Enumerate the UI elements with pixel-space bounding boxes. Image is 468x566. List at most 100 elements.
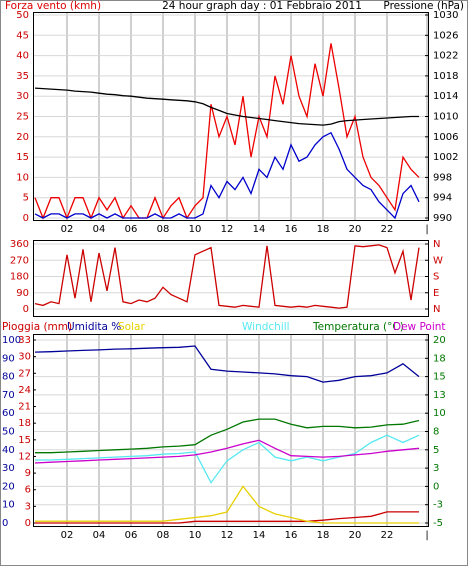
- x-tick-label: 20: [349, 530, 362, 541]
- y2-tick-label: 13: [433, 390, 446, 401]
- y2-tick-label: N: [433, 304, 440, 315]
- x-tick-label: 16: [285, 224, 298, 235]
- y2-tick-label: 998: [433, 172, 452, 183]
- y2-tick-label: 1006: [433, 132, 458, 143]
- y2-tick-label: 1030: [433, 10, 458, 21]
- x-tick-label: 22: [381, 530, 394, 541]
- legend-dewpoint: Dew Point: [393, 321, 446, 333]
- y3-tick-label: 24: [18, 385, 31, 396]
- series-line: [35, 434, 420, 484]
- y2-tick-label: 10: [433, 408, 446, 419]
- y2-tick-label: 1014: [433, 91, 458, 102]
- y3-tick-label: 15: [18, 435, 31, 446]
- y-tick-label: 30: [2, 463, 15, 474]
- series-line: [34, 345, 420, 383]
- y-tick-label: 40: [2, 445, 15, 456]
- y-tick-label: 70: [2, 390, 15, 401]
- y3-tick-label: 0: [25, 518, 31, 529]
- legend-humidity: Umidita %: [67, 321, 121, 333]
- x-tick-label: 10: [189, 224, 202, 235]
- plot-frame: [33, 334, 429, 527]
- y-tick-label: 90: [2, 353, 15, 364]
- y-tick-label: 5: [23, 193, 29, 204]
- y2-tick-label: 0: [433, 481, 439, 492]
- y2-tick-label: 1022: [433, 51, 458, 62]
- x-tick-label: 12: [221, 530, 234, 541]
- y-tick-label: 100: [2, 335, 21, 346]
- y2-tick-label: -3: [433, 500, 443, 511]
- y-tick-label: 10: [16, 172, 29, 183]
- x-tick-label: 14: [253, 224, 266, 235]
- y-tick-label: 80: [2, 372, 15, 383]
- x-tick-label: 14: [253, 530, 266, 541]
- legend-solar: Solar: [118, 321, 145, 333]
- pressure-axis-label: Pressione (hPa): [383, 0, 464, 12]
- series-line: [35, 485, 419, 524]
- y-tick-label: 50: [2, 427, 15, 438]
- y-tick-label: 20: [16, 132, 29, 143]
- plot-frame: [33, 240, 429, 317]
- y2-tick-label: W: [433, 255, 443, 266]
- y2-tick-label: 1002: [433, 152, 458, 163]
- y3-tick-label: 6: [25, 485, 31, 496]
- y-tick-label: 20: [2, 481, 15, 492]
- y-tick-label: 180: [10, 272, 29, 283]
- x-tick-label: 12: [221, 224, 234, 235]
- y2-tick-label: 3: [433, 463, 439, 474]
- y-tick-label: 0: [23, 304, 29, 315]
- y2-tick-label: 1018: [433, 71, 458, 82]
- y2-tick-label: N: [433, 239, 440, 250]
- series-line: [34, 244, 420, 309]
- y2-tick-label: -5: [433, 518, 443, 529]
- y2-tick-label: 994: [433, 193, 452, 204]
- y-tick-label: 30: [16, 91, 29, 102]
- y3-tick-label: 12: [18, 451, 31, 462]
- y2-tick-label: 8: [433, 427, 439, 438]
- x-tick-label: 04: [93, 530, 106, 541]
- x-tick-label: 22: [381, 224, 394, 235]
- y3-tick-label: 18: [18, 418, 31, 429]
- chart-title: 24 hour graph day : 01 Febbraio 2011: [162, 0, 362, 12]
- y-tick-label: 50: [16, 10, 29, 21]
- wind-axis-label: Forza vento (kmh): [5, 0, 101, 12]
- y-tick-label: 10: [2, 500, 15, 511]
- y-tick-label: 0: [23, 213, 29, 224]
- x-tick-label: 06: [125, 530, 138, 541]
- x-tick-label: 08: [157, 530, 170, 541]
- y3-tick-label: 30: [18, 352, 31, 363]
- y-tick-label: 35: [16, 71, 29, 82]
- series-line: [35, 511, 419, 524]
- y-tick-label: 25: [16, 112, 29, 123]
- y3-tick-label: 3: [25, 501, 31, 512]
- y2-tick-label: 18: [433, 353, 446, 364]
- y-tick-label: 360: [10, 239, 29, 250]
- y-tick-label: 45: [16, 30, 29, 41]
- x-tick-label: 08: [157, 224, 170, 235]
- x-tick-label: |: [425, 224, 428, 235]
- y-tick-label: 40: [16, 51, 29, 62]
- x-tick-label: 10: [189, 530, 202, 541]
- x-tick-label: |: [425, 530, 428, 541]
- y2-tick-label: 1026: [433, 30, 458, 41]
- x-tick-label: 18: [317, 224, 330, 235]
- series-line: [34, 43, 420, 220]
- y2-tick-label: 20: [433, 335, 446, 346]
- x-tick-label: 16: [285, 530, 298, 541]
- legend-temperature: Temperatura (°C): [312, 321, 404, 333]
- y3-tick-label: 9: [25, 468, 31, 479]
- y-tick-label: 270: [10, 255, 29, 266]
- y-tick-label: 0: [2, 518, 8, 529]
- series-line: [35, 418, 420, 454]
- y-tick-label: 15: [16, 152, 29, 163]
- x-tick-label: 18: [317, 530, 330, 541]
- y3-tick-label: 33: [18, 335, 31, 346]
- y2-tick-label: 990: [433, 213, 452, 224]
- x-tick-label: 04: [93, 224, 106, 235]
- x-tick-label: 02: [61, 530, 74, 541]
- y2-tick-label: 5: [433, 445, 439, 456]
- x-tick-label: 02: [61, 224, 74, 235]
- y2-tick-label: 15: [433, 372, 446, 383]
- legend-rain: Pioggia (mm): [2, 321, 72, 333]
- series-line: [34, 87, 419, 126]
